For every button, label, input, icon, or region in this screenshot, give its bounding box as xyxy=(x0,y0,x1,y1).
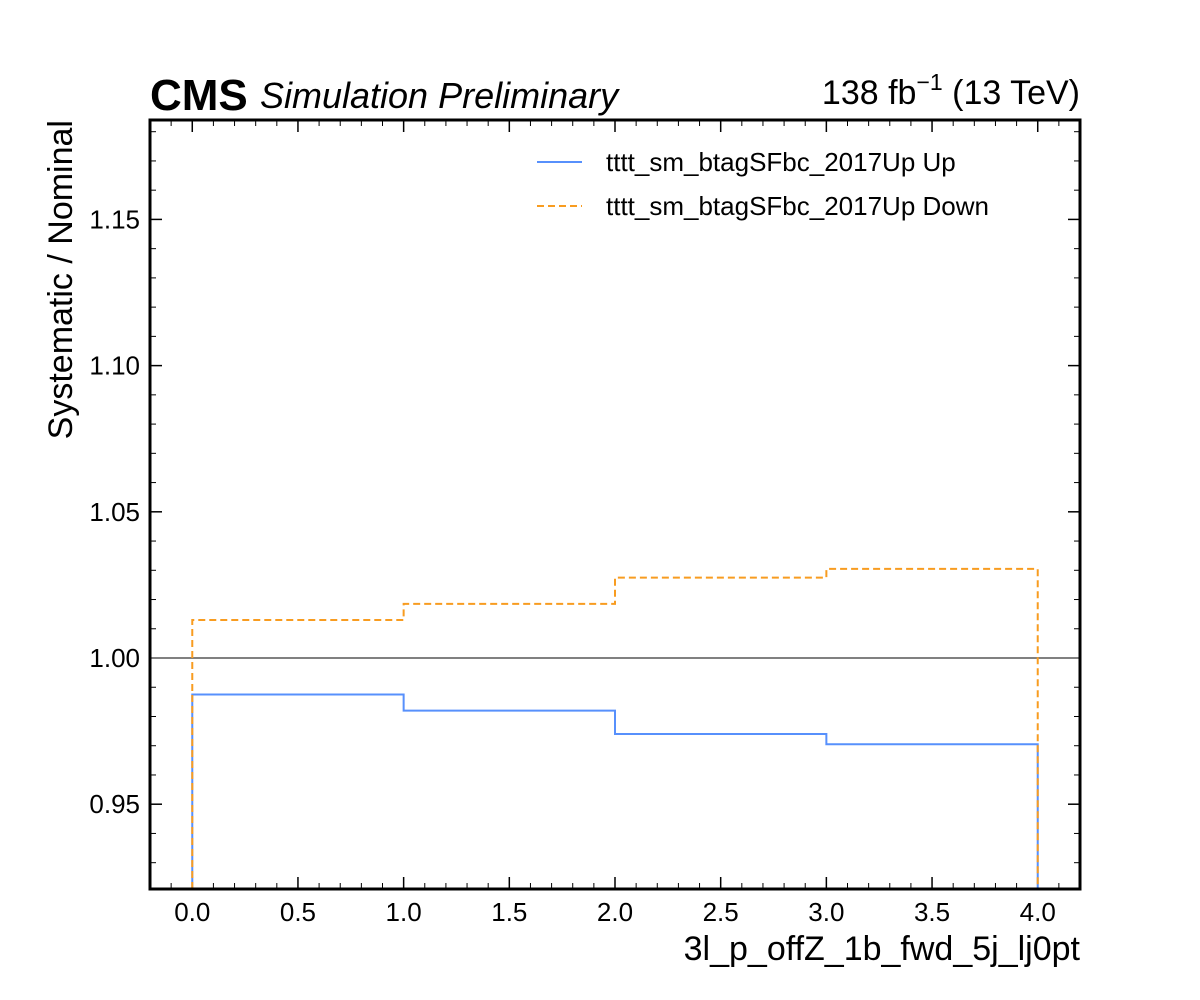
plot-area xyxy=(150,567,1080,889)
x-tick-label: 0.5 xyxy=(280,897,316,927)
y-tick-label: 1.05 xyxy=(89,497,140,527)
x-tick-label: 0.0 xyxy=(174,897,210,927)
plot-frame xyxy=(148,118,1082,891)
legend-label: tttt_sm_btagSFbc_2017Up Down xyxy=(606,191,989,221)
lumi-energy: (13 TeV) xyxy=(943,74,1080,112)
series-line-up xyxy=(191,693,1039,889)
lumi-value: 138 fb xyxy=(822,74,917,112)
x-tick-label: 3.0 xyxy=(808,897,844,927)
x-tick-label: 2.0 xyxy=(597,897,633,927)
x-tick-label: 3.5 xyxy=(914,897,950,927)
status-label: Simulation Preliminary xyxy=(260,75,620,116)
legend-label: tttt_sm_btagSFbc_2017Up Up xyxy=(606,147,956,177)
x-tick-label: 1.5 xyxy=(491,897,527,927)
x-axis-label: 3l_p_offZ_1b_fwd_5j_lj0pt xyxy=(684,930,1081,968)
experiment-label: CMS xyxy=(150,71,248,120)
y-tick-label: 1.10 xyxy=(89,351,140,381)
lumi-label: 138 fb−1 (13 TeV) xyxy=(822,69,1080,112)
y-tick-label: 1.00 xyxy=(89,643,140,673)
x-tick-label: 1.0 xyxy=(386,897,422,927)
y-tick-label: 1.15 xyxy=(89,204,140,234)
x-tick-label: 4.0 xyxy=(1020,897,1056,927)
lumi-exponent: −1 xyxy=(916,69,942,95)
series-line-down xyxy=(191,567,1039,889)
y-axis-label: Systematic / Nominal xyxy=(42,120,80,439)
y-tick-label: 0.95 xyxy=(89,789,140,819)
x-tick-label: 2.5 xyxy=(703,897,739,927)
axis-ticks: 0.0 0.5 1.0 1.5 2.0 2.5 3.0 3.5 4.0 0.95 1.00 1.05 1… xyxy=(89,120,1081,927)
legend: tttt_sm_btagSFbc_2017Up Up tttt_sm_btagSF… xyxy=(537,147,989,221)
